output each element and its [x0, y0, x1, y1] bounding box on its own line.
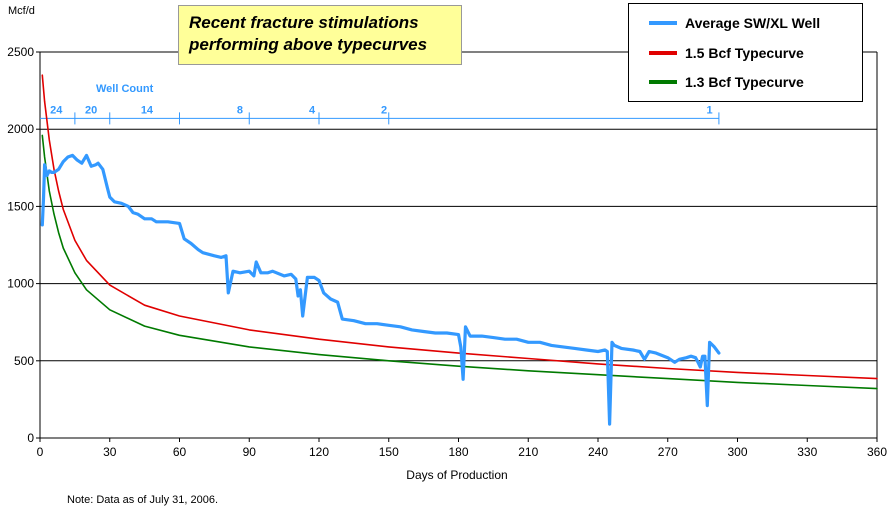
series-lines	[40, 74, 878, 426]
legend-item-tc13: 1.3 Bcf Typecurve	[649, 72, 804, 92]
well-count-label: 8	[237, 104, 243, 116]
annotation-callout: Recent fracture stimulations performing …	[178, 5, 462, 65]
x-tick-label: 270	[658, 445, 678, 459]
legend-label-tc13: 1.3 Bcf Typecurve	[685, 74, 804, 90]
y-tick-label: 2000	[7, 122, 34, 136]
well-count-label: 1	[707, 104, 713, 116]
well-count-label: 20	[85, 104, 97, 116]
x-tick-label: 30	[103, 445, 117, 459]
x-axis-title: Days of Production	[406, 468, 507, 482]
legend-label-average: Average SW/XL Well	[685, 15, 821, 31]
y-axis-unit-label: Mcf/d	[8, 5, 35, 17]
series-line-0	[40, 153, 721, 426]
x-tick-label: 300	[727, 445, 747, 459]
y-tick-label: 0	[27, 431, 34, 445]
y-tick-label: 1000	[7, 277, 34, 291]
x-tick-label: 360	[867, 445, 887, 459]
x-tick-label: 120	[309, 445, 329, 459]
axes	[36, 51, 878, 442]
callout-line-1: Recent fracture stimulations	[189, 13, 419, 32]
series-line-2	[41, 134, 878, 390]
x-tick-label: 0	[37, 445, 44, 459]
legend: Average SW/XL Well 1.5 Bcf Typecurve 1.3…	[628, 3, 863, 102]
well-count-label: 14	[141, 104, 154, 116]
y-tick-label: 2500	[7, 45, 34, 59]
x-tick-label: 240	[588, 445, 608, 459]
well-count-label: 4	[309, 104, 316, 116]
callout-line-2: performing above typecurves	[189, 35, 428, 54]
x-tick-label: 210	[518, 445, 538, 459]
legend-item-average: Average SW/XL Well	[649, 13, 820, 33]
series-line-1	[41, 74, 878, 380]
x-tick-label: 180	[448, 445, 468, 459]
x-tick-label: 60	[173, 445, 187, 459]
well-count-title: Well Count	[96, 83, 154, 95]
y-tick-labels: 0 500 1000 1500 2000 2500	[7, 45, 34, 445]
x-tick-label: 330	[797, 445, 817, 459]
y-tick-label: 1500	[7, 199, 34, 213]
well-count-scale: Well Count 24 20 14 8 4 2 1	[40, 83, 720, 125]
footnote: Note: Data as of July 31, 2006.	[67, 494, 219, 506]
legend-item-tc15: 1.5 Bcf Typecurve	[649, 43, 804, 63]
legend-swatch-tc13	[649, 80, 677, 84]
legend-swatch-average	[649, 21, 677, 25]
x-tick-label: 90	[243, 445, 257, 459]
well-count-label: 2	[381, 104, 387, 116]
x-tick-label: 150	[379, 445, 399, 459]
legend-swatch-tc15	[649, 51, 677, 55]
well-count-label: 24	[50, 104, 63, 116]
y-tick-label: 500	[14, 354, 34, 368]
x-tick-labels: 0 30 60 90 120 150 180 210 240 270 300 330 360	[37, 445, 888, 459]
legend-label-tc15: 1.5 Bcf Typecurve	[685, 45, 804, 61]
